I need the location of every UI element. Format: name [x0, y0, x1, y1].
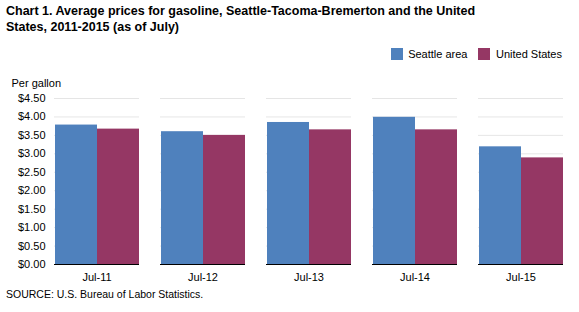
svg-text:$0.50: $0.50 — [18, 239, 46, 251]
svg-text:Jul-11: Jul-11 — [82, 271, 111, 283]
svg-text:Per gallon: Per gallon — [12, 77, 62, 89]
svg-text:$2.00: $2.00 — [18, 184, 46, 196]
html-text:Seattle area: Seattle area — [408, 47, 468, 60]
svg-text:Jul-13: Jul-13 — [294, 271, 324, 283]
svg-text:Jul-12: Jul-12 — [188, 271, 218, 283]
svg-text:$0.00: $0.00 — [18, 258, 46, 270]
svg-text:$1.50: $1.50 — [18, 202, 46, 214]
svg-text:$3.00: $3.00 — [18, 147, 46, 159]
svg-text:$4.50: $4.50 — [18, 92, 46, 104]
svg-text:Jul-14: Jul-14 — [400, 271, 430, 283]
html-text:SOURCE: U.S. Bureau of Labor S: SOURCE: U.S. Bureau of Labor Statistics. — [6, 287, 204, 300]
svg-text:$2.50: $2.50 — [18, 166, 46, 178]
html-text:Chart 1. Average prices for ga: Chart 1. Average prices for gasoline, Se… — [6, 4, 476, 34]
svg-text:$4.00: $4.00 — [18, 110, 46, 122]
svg-text:$3.50: $3.50 — [18, 129, 46, 141]
html-text:United States: United States — [496, 47, 562, 60]
svg-text:Jul-15: Jul-15 — [506, 271, 536, 283]
svg-text:$1.00: $1.00 — [18, 221, 46, 233]
